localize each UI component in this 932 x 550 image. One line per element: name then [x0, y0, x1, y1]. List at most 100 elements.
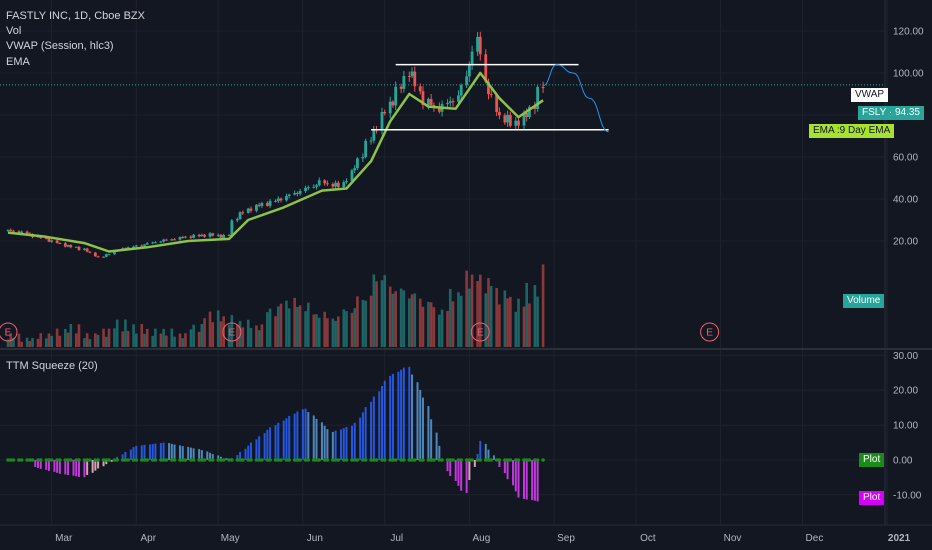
- earnings-marker[interactable]: [470, 322, 490, 342]
- squeeze-dot: [219, 458, 223, 462]
- squeeze-dot: [407, 458, 412, 462]
- squeeze-dot: [527, 458, 532, 462]
- earnings-label: E: [229, 328, 236, 339]
- volume-bar: [514, 311, 518, 347]
- candle-body: [495, 94, 499, 113]
- volume-bar: [326, 318, 329, 347]
- ema-badge: EMA :9 Day EMA: [809, 124, 895, 138]
- candle-body: [334, 182, 337, 187]
- candle-body: [451, 101, 455, 103]
- legend-ttm-squeeze[interactable]: TTM Squeeze (20): [6, 360, 98, 372]
- squeeze-dot: [123, 458, 128, 462]
- squeeze-dot: [459, 458, 463, 462]
- ttm-bar: [359, 417, 362, 460]
- ttm-bar: [479, 440, 482, 460]
- candle-body: [102, 256, 105, 258]
- volume-bar: [77, 324, 81, 347]
- volume-bar: [495, 287, 498, 347]
- legend-ema[interactable]: EMA: [6, 56, 30, 68]
- ttm-bar: [110, 460, 113, 462]
- volume-bar: [113, 328, 116, 347]
- ema-line[interactable]: [7, 71, 544, 253]
- candle-body: [74, 246, 78, 248]
- squeeze-dot: [66, 458, 70, 462]
- volume-bar: [260, 324, 264, 347]
- volume-bar: [211, 322, 215, 347]
- squeeze-dot: [467, 458, 472, 462]
- candle-body: [388, 101, 392, 114]
- candle-body: [66, 245, 70, 247]
- volume-bar: [208, 311, 212, 347]
- ttm-bar: [391, 373, 394, 460]
- candle-body: [197, 234, 201, 237]
- volume-bar: [391, 293, 395, 347]
- squeeze-dot: [227, 458, 231, 462]
- candle-body: [446, 102, 449, 105]
- squeeze-dot: [505, 458, 510, 462]
- squeeze-dots: [6, 458, 545, 462]
- volume-bar: [506, 298, 509, 347]
- squeeze-dot: [96, 458, 100, 462]
- volume-bar: [470, 274, 474, 347]
- candle-body: [342, 182, 346, 188]
- ttm-bar: [525, 460, 528, 500]
- ttm-bar: [247, 445, 250, 460]
- volume-bar: [380, 280, 384, 347]
- volume-bar: [487, 278, 490, 347]
- ttm-bar: [389, 375, 392, 460]
- earnings-label: E: [477, 328, 484, 339]
- volume-bar: [369, 295, 373, 347]
- projection-curve[interactable]: [542, 64, 609, 133]
- candle-body: [517, 120, 520, 126]
- ttm-bar: [506, 460, 509, 480]
- candle-body: [192, 234, 196, 238]
- price-tick-label: 120.00: [893, 27, 924, 38]
- squeeze-dot: [172, 458, 177, 462]
- volume-bar: [58, 335, 62, 347]
- squeeze-dot: [486, 458, 491, 462]
- squeeze-dot: [131, 458, 136, 462]
- legend-vwap[interactable]: VWAP (Session, hlc3): [6, 40, 114, 52]
- squeeze-dot: [421, 458, 425, 462]
- squeeze-dot: [279, 458, 283, 462]
- ttm-bar: [159, 443, 162, 460]
- ttm-bar: [151, 444, 154, 460]
- ttm-bar: [465, 460, 468, 494]
- legend-vol[interactable]: Vol: [6, 25, 22, 37]
- chart-title: FASTLY INC, 1D, Cboe BZX: [6, 10, 145, 22]
- earnings-marker[interactable]: [222, 322, 242, 342]
- squeeze-dot: [451, 458, 455, 462]
- candle-body: [189, 236, 193, 238]
- candle-body: [459, 85, 463, 96]
- squeeze-dot: [145, 458, 150, 462]
- ttm-bar: [75, 460, 78, 477]
- candle-body: [235, 219, 239, 221]
- ttm-bar: [381, 386, 384, 460]
- volume-bar: [266, 312, 269, 347]
- squeeze-dot: [210, 458, 215, 462]
- squeeze-dot: [355, 458, 360, 462]
- squeeze-dot: [19, 458, 24, 462]
- ttm-bar: [288, 416, 291, 460]
- squeeze-dot: [153, 458, 158, 462]
- ttm-bar: [512, 460, 515, 486]
- candle-body: [407, 76, 411, 78]
- ttm-bar: [315, 418, 318, 460]
- volume-bar: [173, 336, 176, 347]
- earnings-marker[interactable]: [0, 322, 18, 342]
- candlestick-series[interactable]: [6, 31, 545, 258]
- earnings-marker[interactable]: [700, 322, 720, 342]
- candle-body: [63, 243, 67, 247]
- candle-body: [140, 245, 144, 247]
- volume-bar: [489, 285, 493, 347]
- squeeze-dot: [249, 458, 253, 462]
- ttm-bar: [378, 391, 381, 460]
- ttm-bar: [454, 460, 457, 481]
- candle-body: [331, 183, 335, 187]
- candle-body: [503, 115, 507, 123]
- ttm-bar: [408, 366, 411, 460]
- ttm-bar: [64, 460, 67, 475]
- ttm-bar: [244, 448, 247, 460]
- squeeze-dot: [134, 458, 139, 462]
